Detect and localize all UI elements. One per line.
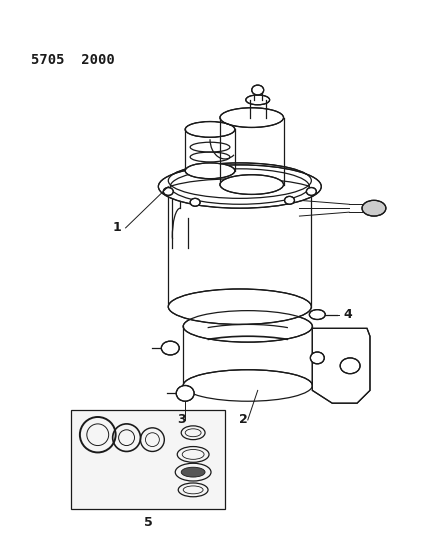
Ellipse shape	[176, 385, 194, 401]
Text: 5: 5	[143, 516, 152, 529]
Text: 2: 2	[239, 414, 248, 426]
Ellipse shape	[183, 370, 312, 401]
Ellipse shape	[220, 108, 283, 127]
Text: 1: 1	[113, 221, 122, 235]
Text: 5705  2000: 5705 2000	[31, 53, 115, 67]
Ellipse shape	[185, 163, 235, 179]
Ellipse shape	[181, 467, 205, 477]
Ellipse shape	[190, 198, 200, 206]
Ellipse shape	[306, 188, 316, 196]
Ellipse shape	[310, 352, 324, 364]
Text: 4: 4	[343, 308, 352, 321]
Ellipse shape	[163, 188, 173, 196]
Ellipse shape	[309, 310, 325, 319]
Ellipse shape	[340, 358, 360, 374]
Ellipse shape	[158, 165, 321, 208]
Ellipse shape	[362, 200, 386, 216]
Ellipse shape	[285, 196, 294, 204]
Ellipse shape	[252, 85, 264, 95]
Ellipse shape	[220, 175, 283, 195]
Ellipse shape	[183, 311, 312, 342]
Ellipse shape	[246, 95, 270, 105]
Ellipse shape	[185, 122, 235, 138]
Ellipse shape	[168, 289, 311, 325]
FancyBboxPatch shape	[71, 410, 225, 508]
Ellipse shape	[161, 341, 179, 355]
Text: 3: 3	[177, 414, 185, 426]
Ellipse shape	[168, 163, 311, 198]
Polygon shape	[312, 328, 370, 403]
